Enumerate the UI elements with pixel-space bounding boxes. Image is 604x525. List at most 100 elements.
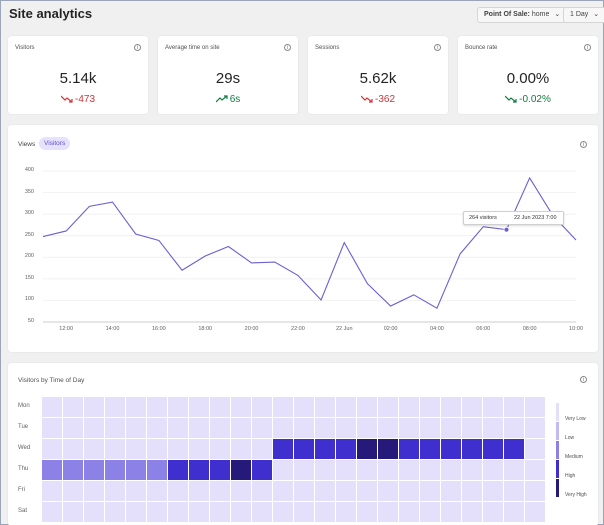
heatmap-cell[interactable] <box>525 418 545 438</box>
info-icon[interactable]: i <box>134 44 141 51</box>
heatmap-cell[interactable] <box>105 418 125 438</box>
heatmap-cell[interactable] <box>294 397 314 417</box>
heatmap-cell[interactable] <box>357 481 377 501</box>
heatmap-cell[interactable] <box>315 460 335 480</box>
heatmap-cell[interactable] <box>189 397 209 417</box>
heatmap-cell[interactable] <box>315 439 335 459</box>
heatmap-cell[interactable] <box>231 460 251 480</box>
heatmap-cell[interactable] <box>273 439 293 459</box>
heatmap-cell[interactable] <box>378 397 398 417</box>
heatmap-cell[interactable] <box>315 397 335 417</box>
heatmap-cell[interactable] <box>420 397 440 417</box>
heatmap-cell[interactable] <box>126 397 146 417</box>
heatmap-cell[interactable] <box>378 460 398 480</box>
heatmap-cell[interactable] <box>399 481 419 501</box>
heatmap-cell[interactable] <box>420 418 440 438</box>
heatmap-cell[interactable] <box>210 439 230 459</box>
heatmap-cell[interactable] <box>378 418 398 438</box>
heatmap-cell[interactable] <box>336 418 356 438</box>
heatmap-cell[interactable] <box>315 481 335 501</box>
heatmap-cell[interactable] <box>504 439 524 459</box>
heatmap-cell[interactable] <box>483 502 503 522</box>
tab-visitors[interactable]: Visitors <box>39 137 71 150</box>
heatmap-cell[interactable] <box>105 397 125 417</box>
heatmap-cell[interactable] <box>84 397 104 417</box>
heatmap-cell[interactable] <box>63 502 83 522</box>
heatmap-cell[interactable] <box>399 439 419 459</box>
heatmap-cell[interactable] <box>252 397 272 417</box>
heatmap-cell[interactable] <box>42 460 62 480</box>
heatmap-cell[interactable] <box>168 418 188 438</box>
heatmap-cell[interactable] <box>126 481 146 501</box>
heatmap-cell[interactable] <box>336 397 356 417</box>
info-icon[interactable]: i <box>584 44 591 51</box>
heatmap-cell[interactable] <box>189 460 209 480</box>
heatmap-cell[interactable] <box>231 418 251 438</box>
heatmap-cell[interactable] <box>147 481 167 501</box>
heatmap-cell[interactable] <box>483 460 503 480</box>
heatmap-cell[interactable] <box>294 481 314 501</box>
heatmap-cell[interactable] <box>294 502 314 522</box>
heatmap-cell[interactable] <box>378 502 398 522</box>
heatmap-cell[interactable] <box>147 460 167 480</box>
heatmap-cell[interactable] <box>441 481 461 501</box>
heatmap-cell[interactable] <box>84 439 104 459</box>
heatmap-cell[interactable] <box>399 397 419 417</box>
heatmap-cell[interactable] <box>168 502 188 522</box>
heatmap-cell[interactable] <box>525 502 545 522</box>
heatmap-cell[interactable] <box>273 502 293 522</box>
date-range-dropdown[interactable]: 1 Day ⌄ <box>563 7 604 23</box>
heatmap-cell[interactable] <box>84 418 104 438</box>
heatmap-cell[interactable] <box>210 460 230 480</box>
heatmap-cell[interactable] <box>273 397 293 417</box>
heatmap-cell[interactable] <box>168 397 188 417</box>
heatmap-cell[interactable] <box>294 418 314 438</box>
heatmap-cell[interactable] <box>168 481 188 501</box>
heatmap-cell[interactable] <box>63 439 83 459</box>
heatmap-cell[interactable] <box>84 460 104 480</box>
heatmap-cell[interactable] <box>231 439 251 459</box>
heatmap-cell[interactable] <box>147 502 167 522</box>
heatmap-cell[interactable] <box>189 439 209 459</box>
heatmap-cell[interactable] <box>357 418 377 438</box>
heatmap-cell[interactable] <box>483 481 503 501</box>
heatmap-cell[interactable] <box>525 397 545 417</box>
heatmap-cell[interactable] <box>84 481 104 501</box>
heatmap-cell[interactable] <box>504 460 524 480</box>
heatmap-cell[interactable] <box>525 481 545 501</box>
heatmap-cell[interactable] <box>63 397 83 417</box>
heatmap-cell[interactable] <box>378 481 398 501</box>
heatmap-cell[interactable] <box>420 502 440 522</box>
heatmap-cell[interactable] <box>525 439 545 459</box>
heatmap-cell[interactable] <box>252 439 272 459</box>
heatmap-cell[interactable] <box>441 502 461 522</box>
heatmap-cell[interactable] <box>336 439 356 459</box>
heatmap-cell[interactable] <box>273 481 293 501</box>
heatmap-cell[interactable] <box>294 439 314 459</box>
heatmap-cell[interactable] <box>210 502 230 522</box>
heatmap-cell[interactable] <box>126 439 146 459</box>
heatmap-cell[interactable] <box>441 460 461 480</box>
heatmap-cell[interactable] <box>504 481 524 501</box>
info-icon[interactable]: i <box>580 141 587 148</box>
heatmap-cell[interactable] <box>357 502 377 522</box>
heatmap-cell[interactable] <box>210 397 230 417</box>
heatmap-cell[interactable] <box>147 418 167 438</box>
heatmap-cell[interactable] <box>315 502 335 522</box>
heatmap-cell[interactable] <box>336 502 356 522</box>
heatmap-cell[interactable] <box>483 418 503 438</box>
tab-views[interactable]: Views <box>18 141 36 148</box>
heatmap-cell[interactable] <box>231 397 251 417</box>
heatmap-cell[interactable] <box>504 418 524 438</box>
heatmap-cell[interactable] <box>210 481 230 501</box>
heatmap-cell[interactable] <box>252 481 272 501</box>
heatmap-cell[interactable] <box>441 439 461 459</box>
heatmap-cell[interactable] <box>441 397 461 417</box>
heatmap-cell[interactable] <box>42 418 62 438</box>
heatmap-cell[interactable] <box>504 397 524 417</box>
heatmap-cell[interactable] <box>63 481 83 501</box>
heatmap-cell[interactable] <box>105 439 125 459</box>
heatmap-cell[interactable] <box>336 481 356 501</box>
heatmap-cell[interactable] <box>42 397 62 417</box>
heatmap-cell[interactable] <box>63 460 83 480</box>
